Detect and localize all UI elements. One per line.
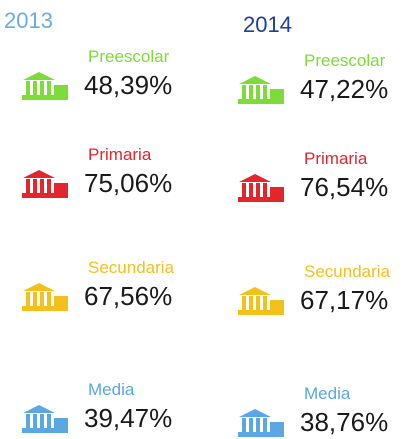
annex (270, 300, 284, 315)
column (40, 292, 44, 306)
column (47, 81, 51, 95)
column (249, 418, 253, 432)
roof (239, 174, 271, 182)
roof (239, 76, 271, 84)
level-label: Secundaria (88, 258, 175, 277)
annex (270, 422, 284, 437)
level-label: Primaria (304, 149, 368, 168)
column (256, 183, 260, 197)
column (47, 179, 51, 193)
level-value: 67,56% (84, 281, 172, 311)
level-value: 76,54% (300, 172, 388, 202)
roof (239, 409, 271, 417)
level-value: 38,76% (300, 407, 388, 437)
school-icon (22, 405, 68, 433)
base (22, 193, 58, 198)
level-label: Preescolar (88, 47, 170, 66)
roof (23, 405, 55, 413)
annex (54, 183, 68, 198)
level-label: Media (304, 384, 351, 403)
level-label: Media (88, 380, 135, 399)
level-label: Preescolar (304, 51, 386, 70)
column (33, 292, 37, 306)
base (238, 310, 274, 315)
annex (270, 187, 284, 202)
year: 2014 (243, 12, 292, 37)
column (33, 81, 37, 95)
column (249, 183, 253, 197)
column (242, 296, 246, 310)
roof (23, 72, 55, 80)
base (238, 99, 274, 104)
column (256, 85, 260, 99)
school-icon (238, 287, 284, 315)
annex (270, 89, 284, 104)
roof (23, 170, 55, 178)
level-value: 47,22% (300, 74, 388, 104)
annex (54, 418, 68, 433)
base (22, 428, 58, 433)
column (40, 179, 44, 193)
column (256, 418, 260, 432)
column (40, 414, 44, 428)
column (26, 179, 30, 193)
level-value: 67,17% (300, 285, 388, 315)
base (22, 95, 58, 100)
column (33, 179, 37, 193)
column (33, 414, 37, 428)
column (242, 418, 246, 432)
column (256, 296, 260, 310)
school-icon (22, 170, 68, 198)
column (26, 292, 30, 306)
level-value: 75,06% (84, 168, 172, 198)
column (26, 81, 30, 95)
level-label: Primaria (88, 145, 152, 164)
year: 2013 (4, 8, 53, 33)
school-icon (238, 174, 284, 202)
column (26, 414, 30, 428)
school-icon (22, 72, 68, 100)
annex (54, 296, 68, 311)
column (263, 183, 267, 197)
roof (239, 287, 271, 295)
column (47, 292, 51, 306)
base (238, 432, 274, 437)
base (22, 306, 58, 311)
column (242, 183, 246, 197)
annex (54, 85, 68, 100)
level-value: 48,39% (84, 70, 172, 100)
column (263, 296, 267, 310)
school-icon (238, 76, 284, 104)
column (249, 296, 253, 310)
column (242, 85, 246, 99)
column (263, 418, 267, 432)
base (238, 197, 274, 202)
column (263, 85, 267, 99)
school-icon (22, 283, 68, 311)
level-label: Secundaria (304, 262, 391, 281)
column (40, 81, 44, 95)
roof (23, 283, 55, 291)
school-icon (238, 409, 284, 437)
column (249, 85, 253, 99)
column (47, 414, 51, 428)
level-value: 39,47% (84, 403, 172, 433)
